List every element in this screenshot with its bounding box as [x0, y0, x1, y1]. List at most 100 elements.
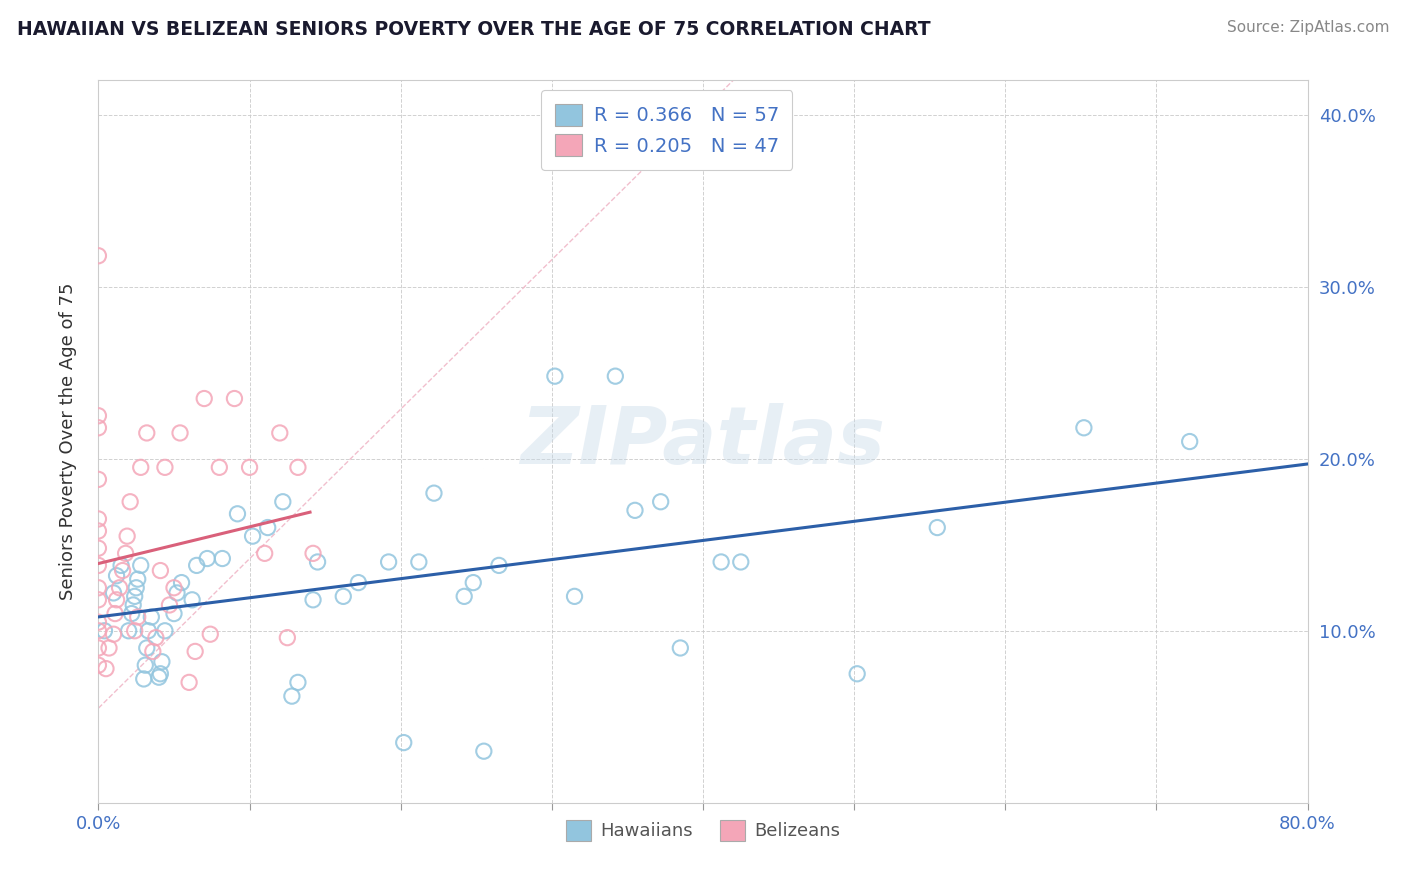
Point: [87, 624, 110, 638]
Point: [87, 249, 110, 263]
Point: [87, 615, 110, 630]
Point: [271, 494, 294, 508]
Point: [307, 555, 329, 569]
Text: HAWAIIAN VS BELIZEAN SENIORS POVERTY OVER THE AGE OF 75 CORRELATION CHART: HAWAIIAN VS BELIZEAN SENIORS POVERTY OVE…: [17, 20, 931, 38]
Point: [103, 627, 125, 641]
Point: [287, 460, 309, 475]
Point: [463, 575, 485, 590]
Point: [134, 658, 156, 673]
Point: [544, 369, 567, 384]
Point: [115, 529, 138, 543]
Point: [93, 624, 115, 638]
Point: [564, 590, 586, 604]
Point: [148, 670, 170, 684]
Point: [669, 640, 692, 655]
Point: [186, 558, 208, 573]
Point: [87, 581, 110, 595]
Point: [94, 662, 117, 676]
Point: [730, 555, 752, 569]
Point: [121, 607, 143, 621]
Text: ZIPatlas: ZIPatlas: [520, 402, 886, 481]
Point: [200, 627, 222, 641]
Point: [453, 590, 475, 604]
Point: [287, 675, 309, 690]
Point: [710, 555, 733, 569]
Point: [184, 644, 207, 658]
Point: [1178, 434, 1201, 449]
Point: [114, 546, 136, 560]
Point: [135, 640, 157, 655]
Point: [302, 592, 325, 607]
Point: [253, 546, 276, 560]
Point: [149, 564, 172, 578]
Point: [87, 409, 110, 423]
Point: [142, 644, 165, 658]
Point: [195, 551, 218, 566]
Point: [332, 590, 354, 604]
Point: [103, 586, 125, 600]
Point: [149, 666, 172, 681]
Y-axis label: Seniors Poverty Over the Age of 75: Seniors Poverty Over the Age of 75: [59, 283, 77, 600]
Point: [224, 392, 246, 406]
Point: [87, 658, 110, 673]
Point: [281, 689, 304, 703]
Point: [193, 392, 215, 406]
Point: [127, 610, 149, 624]
Point: [136, 624, 159, 638]
Point: [624, 503, 647, 517]
Point: [104, 607, 127, 621]
Point: [153, 460, 176, 475]
Point: [135, 425, 157, 440]
Point: [488, 558, 510, 573]
Point: [605, 369, 627, 384]
Legend: Hawaiians, Belizeans: Hawaiians, Belizeans: [558, 813, 848, 848]
Point: [125, 581, 148, 595]
Point: [129, 558, 152, 573]
Point: [208, 460, 231, 475]
Point: [163, 607, 186, 621]
Point: [163, 581, 186, 595]
Point: [211, 551, 233, 566]
Point: [145, 631, 167, 645]
Point: [927, 520, 949, 534]
Point: [87, 472, 110, 486]
Point: [108, 581, 131, 595]
Point: [105, 568, 128, 582]
Point: [1073, 421, 1095, 435]
Point: [256, 520, 278, 534]
Point: [423, 486, 446, 500]
Point: [87, 558, 110, 573]
Point: [650, 494, 672, 508]
Point: [110, 558, 132, 573]
Text: Source: ZipAtlas.com: Source: ZipAtlas.com: [1226, 20, 1389, 35]
Point: [269, 425, 291, 440]
Point: [111, 564, 134, 578]
Point: [276, 631, 298, 645]
Point: [122, 598, 145, 612]
Point: [377, 555, 399, 569]
Point: [129, 460, 152, 475]
Point: [226, 507, 249, 521]
Point: [347, 575, 370, 590]
Point: [87, 524, 110, 538]
Point: [98, 640, 121, 655]
Point: [141, 610, 163, 624]
Point: [472, 744, 495, 758]
Point: [239, 460, 262, 475]
Point: [127, 572, 149, 586]
Point: [150, 655, 173, 669]
Point: [87, 421, 110, 435]
Point: [166, 586, 188, 600]
Point: [846, 666, 869, 681]
Point: [392, 735, 415, 749]
Point: [105, 592, 128, 607]
Point: [132, 672, 155, 686]
Point: [302, 546, 325, 560]
Point: [408, 555, 430, 569]
Point: [87, 592, 110, 607]
Point: [120, 494, 142, 508]
Point: [87, 512, 110, 526]
Point: [181, 592, 204, 607]
Point: [118, 624, 141, 638]
Point: [124, 590, 146, 604]
